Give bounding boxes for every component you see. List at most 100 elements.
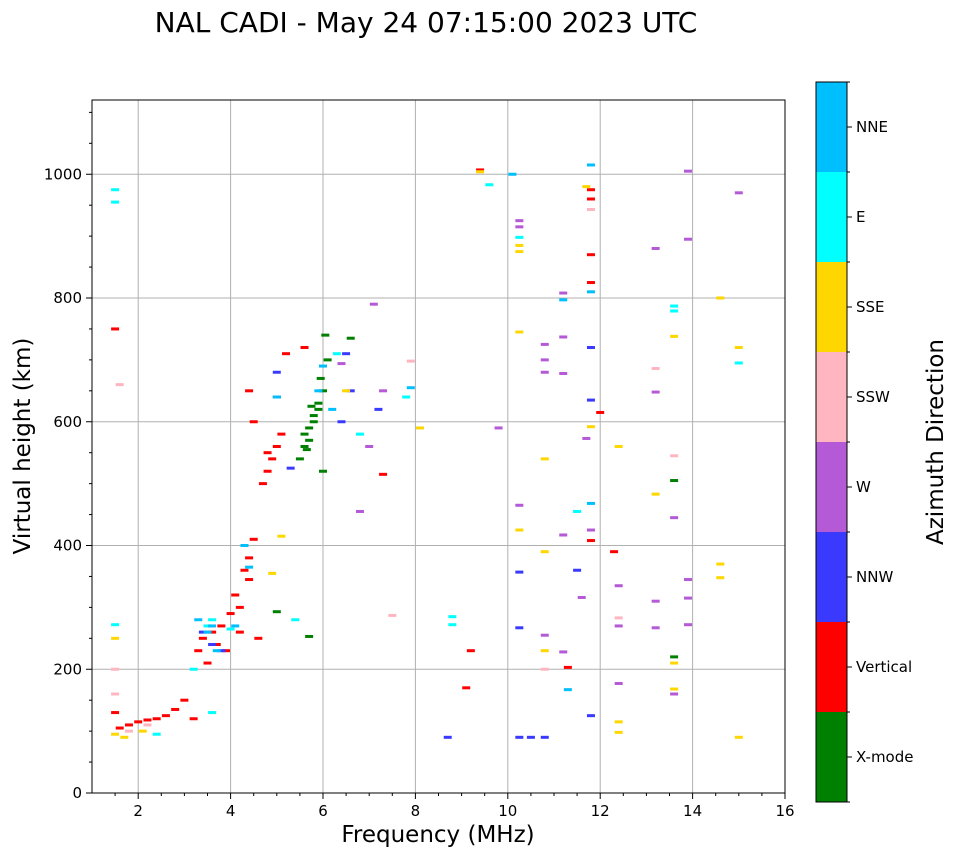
data-point-vertical <box>134 720 143 724</box>
data-point-w <box>559 371 568 375</box>
colorbar-category-label: W <box>856 478 871 496</box>
chart-title: NAL CADI - May 24 07:15:00 2023 UTC <box>155 6 698 39</box>
data-point-vertical <box>226 612 235 616</box>
data-point-w <box>683 237 692 241</box>
data-point-w <box>577 595 586 599</box>
x-tick-label: 10 <box>498 802 517 820</box>
data-point-w <box>582 436 591 440</box>
data-point-vertical <box>115 726 124 730</box>
data-point-w <box>734 191 743 195</box>
data-point-sse <box>670 661 679 665</box>
x-tick-label: 8 <box>411 802 421 820</box>
data-point-sse <box>540 649 549 653</box>
data-point-sse <box>716 576 725 580</box>
colorbar-swatch <box>816 172 847 262</box>
data-point-e <box>208 711 217 715</box>
data-point-x-mode <box>272 610 281 614</box>
colorbar-swatch <box>816 712 847 802</box>
data-point-nnw <box>443 735 452 739</box>
colorbar-swatch <box>816 622 847 712</box>
data-point-vertical <box>282 352 291 356</box>
data-point-x-mode <box>670 479 679 483</box>
x-tick-label: 12 <box>591 802 610 820</box>
data-point-vertical <box>245 389 254 393</box>
data-point-vertical <box>221 649 230 653</box>
data-point-sse <box>670 687 679 691</box>
data-point-sse <box>515 250 524 254</box>
data-point-nne <box>194 618 203 622</box>
colorbar-label: Azimuth Direction <box>923 339 949 545</box>
data-point-vertical <box>143 718 152 722</box>
data-point-sse <box>670 334 679 338</box>
data-point-sse <box>515 330 524 334</box>
data-point-nne <box>406 386 415 390</box>
data-point-x-mode <box>314 407 323 411</box>
data-point-w <box>365 445 374 448</box>
data-point-vertical <box>258 482 267 486</box>
data-point-x-mode <box>309 420 318 424</box>
colorbar-category-label: SSW <box>856 388 890 406</box>
colorbar-frame <box>815 81 848 803</box>
data-point-nne <box>240 544 249 547</box>
data-point-nne <box>586 163 595 167</box>
data-point-vertical <box>563 665 572 669</box>
data-point-ssw <box>540 667 549 671</box>
data-point-vertical <box>111 327 120 331</box>
data-point-w <box>683 169 692 173</box>
data-point-w <box>515 503 524 507</box>
data-point-e <box>291 618 300 622</box>
data-point-vertical <box>476 168 485 172</box>
data-point-x-mode <box>302 448 311 452</box>
data-point-vertical <box>171 707 180 711</box>
data-point-ssw <box>388 613 397 617</box>
data-point-vertical <box>586 253 595 257</box>
x-tick-label: 4 <box>226 802 236 820</box>
data-point-w <box>540 358 549 362</box>
data-point-vertical <box>268 457 277 461</box>
data-point-w <box>379 389 388 393</box>
data-point-sse <box>515 243 524 247</box>
data-point-sse <box>120 735 129 739</box>
colorbar-swatch <box>816 262 847 352</box>
data-point-nnw <box>586 398 595 402</box>
colorbar-category-label: E <box>856 208 865 226</box>
data-point-e <box>332 352 341 356</box>
data-point-nnw <box>573 568 582 572</box>
data-point-e <box>448 615 457 619</box>
colorbar-swatch <box>816 82 847 172</box>
y-tick-label: 0 <box>72 784 82 802</box>
data-point-sse <box>614 445 623 448</box>
data-point-w <box>614 624 623 628</box>
data-point-vertical <box>586 539 595 543</box>
data-point-nnw <box>586 346 595 349</box>
data-point-e <box>573 509 582 513</box>
data-point-sse <box>582 185 591 189</box>
y-tick-label: 400 <box>53 537 82 555</box>
data-point-vertical <box>254 636 263 640</box>
x-tick-label: 16 <box>775 802 794 820</box>
data-point-vertical <box>203 661 212 665</box>
data-point-x-mode <box>305 634 314 638</box>
data-point-vertical <box>152 717 161 721</box>
data-point-w <box>651 247 660 250</box>
data-point-vertical <box>212 643 221 646</box>
data-point-ssw <box>614 616 623 620</box>
data-point-nne <box>586 501 595 505</box>
data-point-ssw <box>111 667 120 671</box>
y-axis-ticks: 0 200 400 600 800 1000 <box>44 111 92 802</box>
data-point-sse <box>277 534 286 538</box>
data-point-x-mode <box>346 336 355 340</box>
data-point-e <box>111 623 120 627</box>
colorbar-category-label: X-mode <box>856 748 913 766</box>
y-tick-label: 800 <box>53 289 82 307</box>
data-point-w <box>494 426 503 430</box>
data-point-nne <box>245 565 254 569</box>
data-point-nne <box>586 290 595 294</box>
data-point-nne <box>231 624 240 628</box>
data-point-vertical <box>245 578 254 582</box>
data-point-nne <box>203 630 212 634</box>
data-point-e <box>208 618 217 622</box>
data-point-vertical <box>249 420 258 424</box>
data-point-w <box>683 578 692 582</box>
grid-lines <box>92 100 785 793</box>
